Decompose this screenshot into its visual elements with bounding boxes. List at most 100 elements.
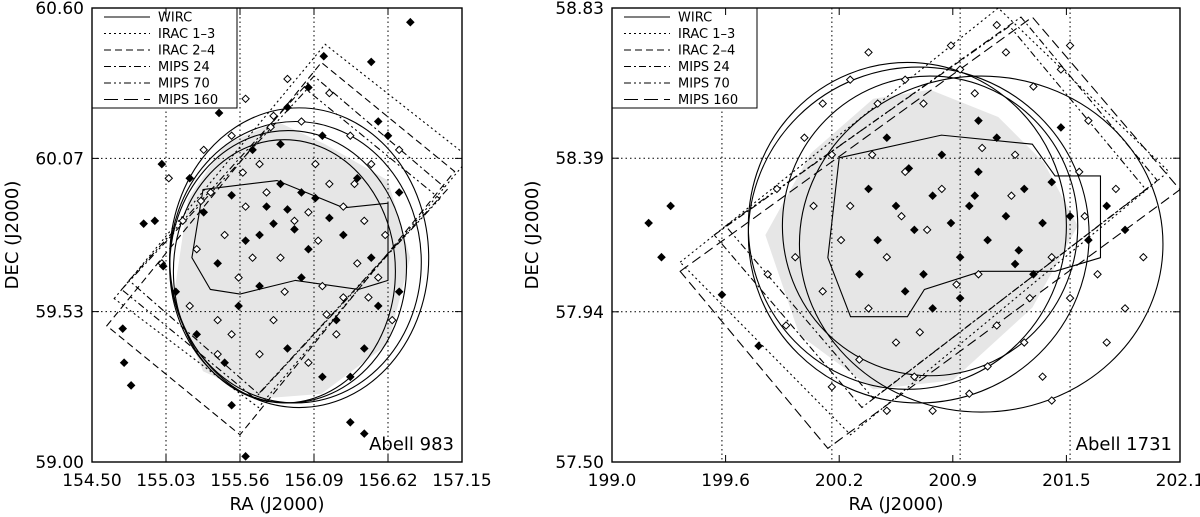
data-point-open: [227, 330, 236, 339]
data-point-open: [241, 94, 250, 104]
data-point-open: [1120, 304, 1130, 313]
data-point-filled: [1056, 123, 1066, 132]
data-point-filled: [311, 193, 320, 203]
x-axis-label: RA (J2000): [230, 494, 325, 515]
data-point-open: [234, 273, 243, 282]
legend-box: [91, 7, 238, 109]
data-point-open: [394, 145, 404, 155]
data-point-filled: [214, 108, 224, 118]
plot-area: [92, 8, 462, 462]
data-point-open: [313, 236, 323, 245]
data-point-open: [928, 406, 937, 416]
cluster-label: Abell 983: [369, 434, 454, 455]
data-point-open: [1007, 191, 1016, 201]
data-point-open: [304, 358, 313, 367]
data-point-open: [1038, 372, 1047, 381]
data-point-filled: [955, 252, 965, 262]
data-point-filled: [970, 191, 980, 201]
data-point-open: [1065, 293, 1075, 303]
wirc-footprint: [827, 134, 1102, 318]
data-point-filled: [855, 269, 864, 279]
data-point-open: [366, 159, 376, 169]
data-point-open: [1093, 269, 1102, 279]
legend-label: IRAC 1–3: [678, 27, 735, 42]
data-point-filled: [946, 218, 956, 228]
data-point-filled: [319, 51, 329, 61]
legend-label: MIPS 70: [158, 77, 210, 92]
coverage-region: [173, 121, 411, 399]
data-point-filled: [373, 117, 383, 126]
x-tick-label: 200.9: [928, 471, 977, 491]
y-tick-label: 57.50: [555, 453, 604, 473]
data-point-open: [800, 133, 809, 143]
footprint-circle: [747, 66, 1090, 404]
data-point-filled: [964, 201, 974, 211]
data-point-open: [946, 41, 956, 50]
y-tick-label: 60.60: [35, 0, 84, 19]
data-point-filled: [345, 417, 355, 427]
data-point-filled: [345, 372, 355, 382]
footprint-rect: [679, 16, 1180, 450]
x-tick-label: 155.03: [136, 471, 195, 491]
data-point-open: [387, 315, 397, 325]
y-tick-label: 59.53: [35, 303, 84, 323]
data-point-open: [339, 202, 348, 211]
data-point-open: [827, 150, 837, 160]
y-tick-label: 57.94: [555, 303, 604, 323]
data-point-filled: [283, 344, 292, 353]
data-point-filled: [984, 0, 991, 1]
x-tick-label: 199.0: [588, 471, 637, 491]
data-point-open: [1010, 150, 1020, 160]
data-point-filled: [139, 219, 148, 228]
wirc-footprint: [191, 179, 389, 295]
data-point-filled: [171, 287, 181, 297]
data-point-filled: [213, 259, 222, 268]
data-point-filled: [1084, 235, 1093, 245]
data-point-open: [955, 65, 965, 74]
data-point-open: [772, 184, 782, 194]
plot-frame: [611, 7, 1181, 463]
legend-label: IRAC 2–4: [158, 44, 215, 59]
legend-label: IRAC 1–3: [158, 27, 215, 42]
x-tick-label: 201.5: [1042, 471, 1091, 491]
data-point-open: [192, 244, 202, 254]
data-point-filled: [983, 235, 992, 245]
data-point-filled: [262, 202, 271, 211]
data-point-open: [964, 389, 974, 399]
data-point-open: [290, 216, 299, 226]
data-point-filled: [234, 301, 243, 311]
data-point-open: [241, 202, 250, 211]
data-point-open: [873, 99, 882, 108]
data-point-open: [262, 188, 271, 197]
data-point-filled: [199, 207, 209, 217]
data-point-open: [332, 330, 341, 339]
data-point-filled: [366, 253, 376, 263]
y-tick-label: 58.83: [555, 0, 604, 19]
data-point-open: [318, 281, 327, 291]
x-tick-label: 157.15: [432, 471, 491, 491]
data-point-filled: [304, 244, 313, 254]
data-point-open: [255, 349, 264, 359]
data-point-open: [992, 20, 1002, 30]
data-point-filled: [1038, 218, 1047, 228]
data-point-open: [855, 355, 864, 364]
footprint-circle: [169, 107, 430, 409]
data-point-open: [818, 287, 828, 296]
data-point-filled: [666, 201, 675, 211]
footprint-rect: [679, 8, 1170, 436]
cluster-label: Abell 1731: [1076, 434, 1172, 455]
x-tick-label: 199.6: [701, 471, 750, 491]
data-point-filled: [882, 133, 892, 143]
data-point-filled: [119, 358, 129, 367]
data-point-open: [164, 173, 174, 183]
data-point-open: [983, 362, 992, 371]
data-point-filled: [255, 281, 264, 291]
x-tick-label: 156.09: [284, 471, 343, 491]
data-point-open: [836, 235, 846, 245]
data-point-open: [325, 179, 334, 189]
data-point-filled: [227, 190, 236, 200]
